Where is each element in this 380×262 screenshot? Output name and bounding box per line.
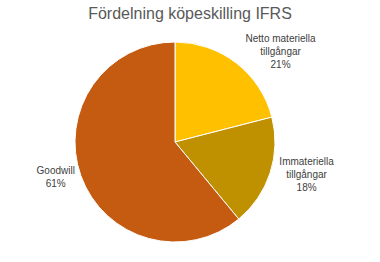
svg-text:Netto materiellatillgångar21%: Netto materiellatillgångar21% xyxy=(246,33,316,70)
svg-text:Goodwill61%: Goodwill61% xyxy=(37,165,75,189)
svg-text:Immateriellatillgångar18%: Immateriellatillgångar18% xyxy=(279,156,334,193)
svg-text:Fördelning köpeskilling IFRS: Fördelning köpeskilling IFRS xyxy=(88,5,292,22)
